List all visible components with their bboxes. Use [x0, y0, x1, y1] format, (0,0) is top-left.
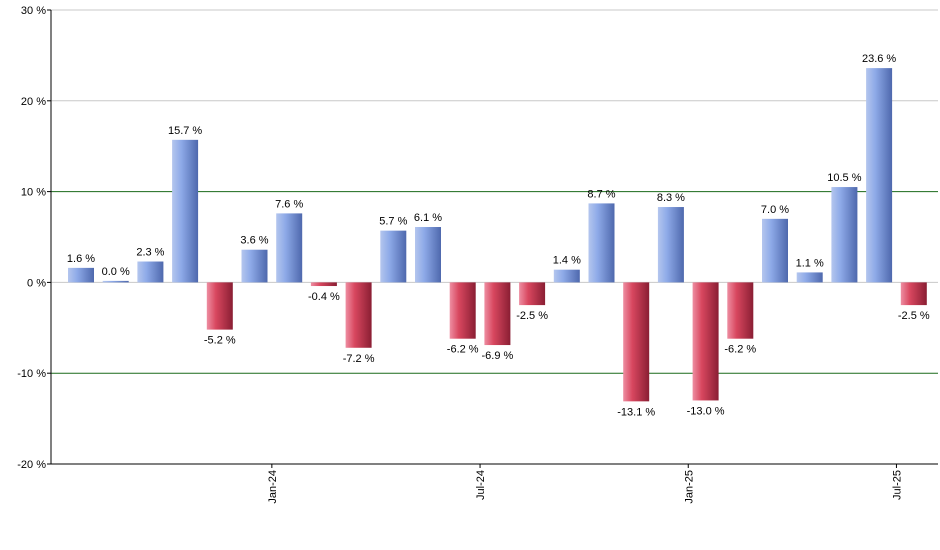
bar-negative [449, 282, 476, 339]
data-label: -6.2 % [447, 344, 479, 356]
data-label: 8.7 % [587, 188, 615, 200]
bar-negative [345, 282, 372, 348]
bar-negative [484, 282, 511, 346]
data-label: -2.5 % [898, 310, 930, 322]
bar-positive [380, 230, 407, 283]
y-tick-label: 30 % [21, 5, 46, 17]
bar-negative [727, 282, 754, 339]
bar-negative [692, 282, 719, 401]
bar-negative [623, 282, 650, 402]
bar-negative [519, 282, 546, 306]
bar-positive [588, 203, 615, 283]
bar-negative [900, 282, 927, 306]
y-tick-label: -20 % [17, 459, 46, 471]
data-label: 10.5 % [827, 172, 861, 184]
axes: -20 % -10 % 0 % 10 % 20 % 30 % Jan-24 Jul-24 Jan… [17, 5, 938, 504]
bar-positive [415, 227, 441, 283]
data-label: 1.6 % [67, 253, 95, 265]
bar-positive [172, 139, 199, 283]
data-label: 2.3 % [136, 247, 164, 259]
x-tick-label: Jul-24 [475, 470, 487, 500]
data-label: -13.0 % [687, 405, 725, 417]
bar-positive [762, 218, 788, 283]
data-label: 1.4 % [553, 255, 581, 267]
data-label: 15.7 % [168, 125, 202, 137]
bar-positive [276, 213, 303, 283]
data-label: -6.2 % [724, 344, 756, 356]
y-tick-label: 10 % [21, 187, 46, 199]
data-label: -2.5 % [516, 310, 548, 322]
data-label: -7.2 % [343, 353, 375, 365]
data-label: -13.1 % [617, 406, 655, 418]
x-tick-label: Jan-24 [267, 470, 279, 504]
data-label: 6.1 % [414, 212, 442, 224]
data-label: 5.7 % [379, 216, 407, 228]
bar-negative [206, 282, 233, 330]
y-tick-label: 20 % [21, 96, 46, 108]
data-label: -0.4 % [308, 291, 340, 303]
data-label: 1.1 % [796, 257, 824, 269]
bar-positive [102, 280, 129, 283]
bar-positive [241, 249, 268, 283]
data-label: 0.0 % [102, 266, 130, 278]
bar-positive [553, 269, 580, 283]
data-labels: 1.6 % 0.0 % 2.3 % 15.7 % -5.2 % 3.6 % 7.6 % -0.… [67, 53, 930, 418]
data-label: 8.3 % [657, 192, 685, 204]
data-label: 7.0 % [761, 204, 789, 216]
bar-positive [657, 207, 684, 283]
data-label: 3.6 % [240, 235, 268, 247]
y-tick-label: -10 % [17, 368, 46, 380]
bar-positive [831, 187, 858, 283]
bar-positive [137, 261, 164, 283]
bar-negative [310, 282, 337, 287]
data-label: 23.6 % [862, 53, 896, 65]
y-tick-label: 0 % [27, 277, 46, 289]
data-label: 7.6 % [275, 198, 303, 210]
bars [68, 68, 927, 402]
bar-positive [796, 272, 823, 283]
x-tick-label: Jul-25 [891, 470, 903, 500]
bar-positive [68, 267, 94, 283]
bar-positive [866, 68, 893, 283]
data-label: -6.9 % [482, 350, 514, 362]
data-label: -5.2 % [204, 335, 236, 347]
x-tick-label: Jan-25 [683, 470, 695, 504]
